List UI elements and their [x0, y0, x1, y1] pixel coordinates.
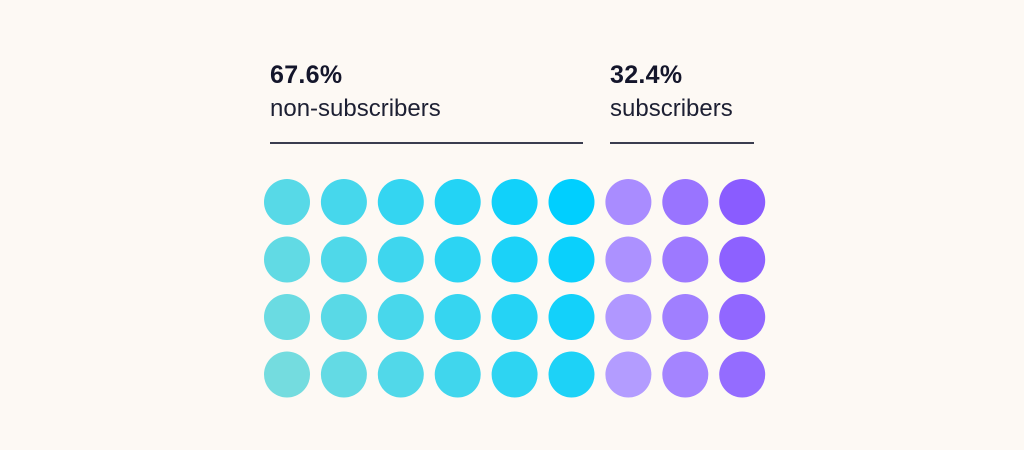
non-subscriber-dot — [548, 179, 595, 225]
non-subscriber-dot — [320, 236, 367, 283]
subscriber-dot — [719, 351, 766, 398]
non-subscribers-divider — [270, 142, 583, 144]
subscriber-dot — [605, 179, 652, 225]
subscriber-dot — [605, 236, 652, 283]
subscriber-dot — [719, 294, 766, 340]
subscriber-dot — [662, 351, 709, 398]
non-subscriber-dot — [548, 351, 595, 398]
non-subscriber-dot — [491, 351, 538, 398]
non-subscriber-dot — [491, 236, 538, 283]
non-subscriber-dot — [548, 236, 595, 283]
non-subscriber-dot — [264, 351, 310, 398]
non-subscriber-dot — [320, 294, 367, 340]
subscriber-dot — [719, 236, 766, 283]
subscriber-dot — [605, 351, 652, 398]
non-subscriber-dot — [377, 351, 424, 398]
subscriber-dot — [605, 294, 652, 340]
subscriber-dot — [662, 236, 709, 283]
non-subscriber-dot — [264, 236, 310, 283]
non-subscriber-dot — [491, 294, 538, 340]
non-subscribers-label: 67.6% non-subscribers — [270, 58, 441, 126]
non-subscriber-dot — [434, 236, 481, 283]
non-subscriber-dot — [320, 351, 367, 398]
non-subscriber-dot — [264, 294, 310, 340]
non-subscriber-dot — [320, 179, 367, 225]
non-subscribers-name: non-subscribers — [270, 95, 441, 122]
subscriber-dot — [719, 179, 766, 225]
non-subscriber-dot — [377, 236, 424, 283]
non-subscriber-dot — [264, 179, 310, 225]
non-subscriber-dot — [434, 294, 481, 340]
non-subscriber-dot — [491, 179, 538, 225]
non-subscriber-dot — [377, 179, 424, 225]
subscribers-name: subscribers — [610, 95, 733, 122]
non-subscriber-dot — [377, 294, 424, 340]
subscriber-dot — [662, 294, 709, 340]
subscribers-divider — [610, 142, 754, 144]
subscribers-percentage: 32.4% — [610, 61, 683, 89]
non-subscriber-dot — [434, 351, 481, 398]
subscribers-label: 32.4% subscribers — [610, 58, 733, 126]
subscriber-dot — [662, 179, 709, 225]
non-subscriber-dot — [548, 294, 595, 340]
non-subscriber-dot — [434, 179, 481, 225]
non-subscribers-percentage: 67.6% — [270, 61, 343, 89]
